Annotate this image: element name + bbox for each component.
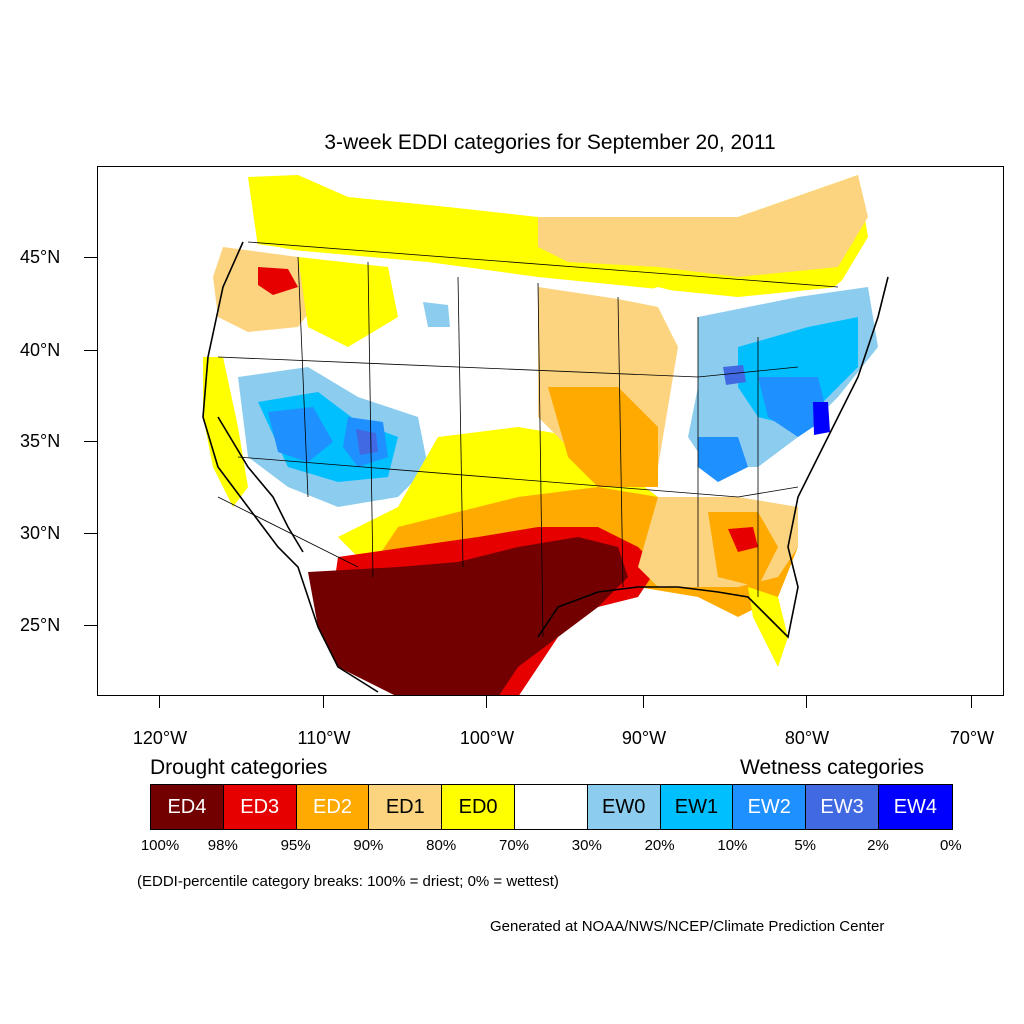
midwest-ed2 [548, 387, 658, 487]
legend-box-normal [514, 785, 588, 829]
drought-heading: Drought categories [150, 756, 328, 779]
legend-box-ew0: EW0 [587, 785, 661, 829]
percentile-label: 30% [571, 837, 602, 854]
lat-label-45: 45°N [20, 247, 61, 267]
colorado-ew3 [356, 429, 378, 455]
legend-box-ew2: EW2 [733, 785, 807, 829]
lon-tick [486, 696, 487, 708]
legend-box-ew3: EW3 [806, 785, 879, 829]
lat-tick [84, 350, 97, 351]
lon-tick [643, 696, 644, 708]
west-coast-ed0 [203, 357, 248, 507]
legend-box-ew1: EW1 [660, 785, 734, 829]
lon-tick [806, 696, 807, 708]
percentile-label: 98% [207, 837, 238, 854]
lat-tick [84, 625, 97, 626]
texas-mexico-ed4 [308, 537, 628, 695]
legend-box-ed3: ED3 [223, 785, 297, 829]
percentile-label: 95% [280, 837, 311, 854]
lat-label-25: 25°N [20, 615, 61, 635]
mid-atlantic-ew2 [758, 377, 828, 437]
montana-ew0 [423, 302, 450, 327]
credit-line: Generated at NOAA/NWS/NCEP/Climate Predi… [490, 918, 885, 935]
lat-label-40: 40°N [20, 340, 61, 360]
great-basin-ew2 [268, 407, 333, 462]
lon-label-100: 100°W [459, 728, 515, 748]
lat-tick [84, 441, 97, 442]
lat-tick [84, 533, 97, 534]
map-title: 3-week EDDI categories for September 20,… [324, 131, 776, 154]
canada-ed1-band [538, 175, 868, 277]
map-panel [97, 166, 1004, 696]
legend-box-ed2: ED2 [296, 785, 370, 829]
lon-tick [971, 696, 972, 708]
category-note: (EDDI-percentile category breaks: 100% =… [137, 873, 559, 890]
percentile-label: 80% [426, 837, 457, 854]
lon-label-90: 90°W [621, 728, 667, 748]
legend-box-ed1: ED1 [369, 785, 443, 829]
percentile-label: 10% [717, 837, 748, 854]
legend-box-ed0: ED0 [442, 785, 515, 829]
percentile-label: 100% [140, 837, 180, 854]
lat-label-35: 35°N [20, 431, 61, 451]
lon-label-110: 110°W [297, 728, 351, 748]
state-borders [217, 241, 839, 638]
lat-tick [84, 257, 97, 258]
lon-label-120: 120°W [132, 728, 188, 748]
idaho-ed0 [298, 257, 398, 347]
mid-atlantic-ew4 [813, 402, 830, 435]
percentile-label: 90% [353, 837, 384, 854]
percentile-label: 70% [498, 837, 530, 854]
lon-tick [323, 696, 324, 708]
lon-label-80: 80°W [784, 728, 830, 748]
legend-box-ed4: ED4 [151, 785, 224, 829]
florida-ed0 [748, 587, 788, 667]
percentile-label: 0% [939, 837, 962, 854]
pnw-ed3 [258, 267, 298, 295]
eddi-map [202, 175, 889, 695]
legend-colorbar: ED4 ED3 ED2 ED1 ED0 EW0 EW1 EW2 EW3 EW4 [150, 784, 953, 830]
percentile-label: 5% [794, 837, 817, 854]
percentile-label: 20% [644, 837, 675, 854]
legend-box-ew4: EW4 [878, 785, 952, 829]
coastline [202, 241, 889, 693]
wetness-heading: Wetness categories [740, 756, 925, 779]
carolina-ed3 [728, 527, 758, 552]
lon-tick [159, 696, 160, 708]
lon-label-70: 70°W [949, 728, 995, 748]
percentile-label: 2% [867, 837, 889, 854]
ohio-valley-ew2 [698, 437, 748, 482]
lat-label-30: 30°N [20, 523, 61, 543]
michigan-ew3 [723, 365, 746, 385]
